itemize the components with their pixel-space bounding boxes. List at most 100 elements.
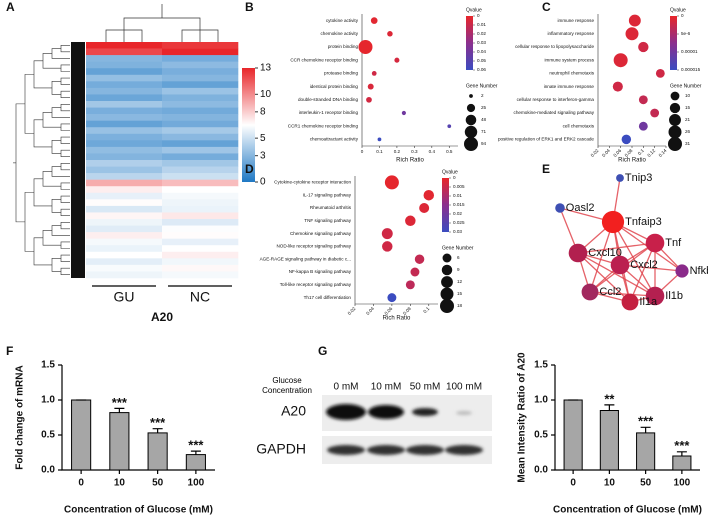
lane-label: 50 mM [410,382,441,393]
heatmap-cell [162,186,239,194]
x-tick-label: 0 [361,149,364,154]
colorbar-label: 0.01 [477,22,486,27]
colorbar-label: 0.000015 [681,67,701,72]
size-key [669,114,681,126]
dendrogram [60,254,70,262]
heatmap-cell [86,173,163,180]
node [645,286,665,306]
size-key [464,137,478,151]
size-label: 15 [685,105,691,110]
colorbar-label: 0.03 [477,40,486,45]
dot [401,110,406,116]
heatmap-cell [86,68,163,76]
size-key [442,253,452,263]
colorbar-label: 5 [260,133,266,144]
bar [147,432,168,471]
node [616,174,624,182]
category-label: chemokine activity [320,31,358,36]
dot [621,134,632,145]
heatmap-cell [162,271,239,279]
category-label: chemokine-mediated signaling pathway [514,110,595,115]
colorbar-label: 0 [453,175,456,180]
x-tick-label: 0.02 [347,306,357,316]
panel-label: C [542,0,551,14]
x-tick-label: 0.1 [637,148,645,156]
annotation: *** [638,414,654,429]
heatmap-cell [162,114,239,121]
heatmap-cell [86,94,163,102]
blot [322,395,492,464]
heatmap-cell [162,192,239,200]
size-key [465,114,477,126]
heatmap-cell [86,146,163,154]
category-label: NF-kappa B signaling pathway [289,269,352,274]
heatmap-cell [86,87,163,95]
dendrogram [15,103,25,223]
colorbar-label: 0.02 [453,211,462,216]
y-axis-title: Mean Intensity Ratio of A20 [517,352,528,483]
category-label: NOD-like receptor signaling pathway [276,244,351,249]
category-label: innate immune response [544,84,595,89]
heatmap-cell [86,107,163,115]
heatmap-cell [86,179,163,187]
dot [387,31,393,37]
node-label: Tnfaip3 [625,216,662,228]
x-tick-label: 0.04 [365,306,375,316]
size-key [466,103,476,113]
band [456,411,472,415]
dot [423,189,435,201]
heatmap-cell [162,219,239,226]
category-label: positive regulation of ERK1 and ERK2 cas… [498,137,594,142]
heatmap-cell [86,61,163,69]
x-tick-label: 0.2 [394,149,401,154]
annotation: *** [674,438,690,453]
size-key [670,91,680,101]
y-tick-label: 0.5 [534,430,548,441]
size-label: 15 [457,291,463,296]
size-label: 12 [457,279,463,284]
annotation: *** [188,438,204,453]
size-key [441,264,453,276]
heatmap-cell [162,146,239,154]
category-label: IL-17 signaling pathway [303,192,352,197]
heatmap-cell [86,264,163,272]
y-tick-label: 1.0 [41,395,55,406]
colorbar-label: 3 [260,150,266,161]
heatmap-cell [162,127,239,135]
colorbar [670,16,677,70]
dot [367,83,374,90]
heatmap-cell [162,212,239,220]
size-label: 18 [457,303,463,308]
dendrogram [60,162,70,171]
dendrogram [51,258,61,272]
heatmap-cell [86,74,163,82]
x-tick-label: 10 [604,478,616,489]
category-label: interleukin-1 receptor binding [299,110,359,115]
dot [387,293,397,303]
heatmap-cell [86,114,163,121]
column-label: GU [114,289,135,305]
edge [577,252,656,297]
colorbar-label: 8 [260,106,266,117]
error-bar [604,404,615,411]
colorbar-label: 13 [260,63,272,74]
heatmap-cell [162,120,239,128]
size-key [668,125,682,139]
x-tick-label: 0.14 [658,148,668,158]
panel-label: D [245,162,254,176]
category-label: AGE-RAGE signaling pathway in diabetic c… [260,256,351,261]
dot [628,14,641,27]
colorbar-label: 0.04 [477,49,486,54]
heatmap-cell [162,42,239,49]
bar [563,399,583,471]
size-key [440,287,454,301]
size-label: 21 [685,117,691,122]
heatmap-cell [162,153,239,161]
category-label: neutrophil chemotaxis [549,71,594,76]
condition-label: Glucose Concentration [262,376,312,395]
category-label: cellular response to interferon-gamma [517,97,595,102]
node [568,243,588,263]
category-label: cellular response to lipopolysaccharide [515,44,594,49]
colorbar-label: 0.01 [453,193,462,198]
size-label: 6 [457,255,460,260]
